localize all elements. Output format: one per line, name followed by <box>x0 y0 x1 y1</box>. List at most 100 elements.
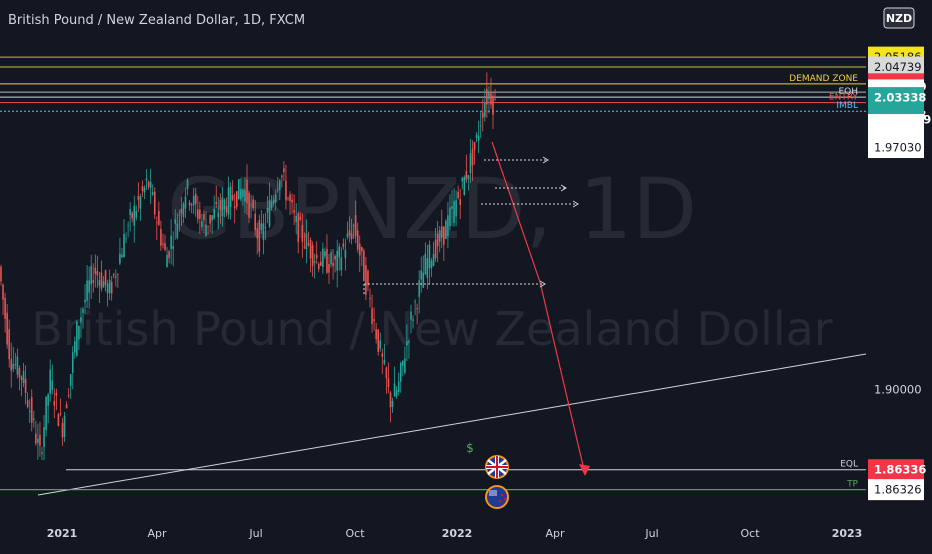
candle-body <box>346 233 349 238</box>
candle-body <box>115 276 117 278</box>
candle-body <box>158 211 160 225</box>
candle-body <box>256 228 259 239</box>
candle-body <box>276 188 279 190</box>
candle-body <box>332 262 334 267</box>
candle-body <box>106 283 109 294</box>
candle-body <box>88 280 90 293</box>
currency-badge-label: NZD <box>886 12 912 25</box>
time-tick-label: 2022 <box>442 527 473 540</box>
candle-body <box>51 380 54 390</box>
price-label-bg <box>868 87 924 109</box>
candle-body <box>139 196 142 209</box>
candle-body <box>102 281 105 288</box>
candle-body <box>291 199 293 203</box>
candle-body <box>190 204 193 206</box>
candle-body <box>219 200 222 210</box>
candle-body <box>8 329 10 360</box>
candle-body <box>186 179 189 190</box>
nz-flag-icon[interactable] <box>485 485 509 509</box>
candle-body <box>22 371 25 384</box>
candle-body <box>182 203 185 217</box>
candle-body <box>6 312 8 345</box>
candle-body <box>174 219 177 224</box>
level-label-eqh: EQH <box>838 87 858 97</box>
candle-body <box>188 202 191 206</box>
candle-body <box>80 317 82 323</box>
candle-body <box>391 401 394 408</box>
candle-body <box>90 265 92 285</box>
candle-body <box>160 229 162 246</box>
candle-body <box>424 253 427 274</box>
candle-body <box>133 205 136 226</box>
level-label-demand-zone: DEMAND ZONE <box>789 74 858 84</box>
candle-body <box>479 125 482 127</box>
time-tick-label: 2021 <box>47 527 78 540</box>
candle-body <box>4 297 6 319</box>
candle-body <box>20 376 23 381</box>
candle-body <box>395 390 398 397</box>
candles <box>0 72 496 461</box>
candle-body <box>117 274 119 276</box>
candle-body <box>203 213 205 221</box>
candle-body <box>481 112 484 118</box>
candle-body <box>418 280 420 297</box>
price-label: 1.86336 <box>874 463 926 477</box>
candle-body <box>484 102 486 117</box>
candle-body <box>235 191 238 207</box>
trendline-lower[interactable] <box>37 353 867 496</box>
candle-body <box>153 191 156 215</box>
candle-body <box>361 247 363 252</box>
candle-body <box>383 360 386 364</box>
currency-badge[interactable] <box>883 7 915 29</box>
candle-body <box>221 197 224 217</box>
candle-body <box>338 246 341 258</box>
candle-body <box>436 233 439 247</box>
candle-body <box>178 214 181 216</box>
level-label-eql: EQL <box>840 460 858 470</box>
candle-body <box>78 326 80 340</box>
candle-body <box>39 434 41 446</box>
candle-body <box>270 201 273 208</box>
candle-body <box>41 452 43 454</box>
candle-body <box>420 270 423 280</box>
candle-body <box>459 199 461 205</box>
candle-body <box>328 264 330 273</box>
candle-body <box>268 199 271 227</box>
price-axis: 2.051862.047392.039712.039702.036912.035… <box>868 46 931 501</box>
candle-body <box>422 272 425 288</box>
candle-body <box>176 223 179 239</box>
candle-body <box>67 395 70 397</box>
watermark-description: British Pound / New Zealand Dollar <box>31 302 833 356</box>
candle-body <box>71 352 74 373</box>
projection-arrow[interactable] <box>491 141 586 475</box>
candle-body <box>336 250 338 271</box>
candle-body <box>350 233 353 240</box>
candle-body <box>322 248 324 268</box>
time-tick-label: Jul <box>248 527 262 540</box>
candle-body <box>205 224 207 236</box>
candle-body <box>461 177 464 182</box>
candle-body <box>449 207 451 227</box>
gb-flag-icon[interactable] <box>485 455 509 479</box>
candle-body <box>47 394 49 406</box>
candle-body <box>141 186 144 191</box>
candle-body <box>262 223 265 240</box>
candle-body <box>486 88 488 105</box>
candle-body <box>260 223 263 231</box>
candle-body <box>156 222 158 224</box>
candle-body <box>301 225 304 242</box>
candle-body <box>184 196 187 209</box>
candle-body <box>57 414 60 427</box>
candle-body <box>451 206 453 210</box>
candle-body <box>348 230 351 236</box>
candle-body <box>490 93 492 105</box>
candle-body <box>315 254 318 259</box>
candle-body <box>367 270 369 286</box>
candle-body <box>463 177 466 195</box>
candle-body <box>254 213 256 231</box>
candle-body <box>100 272 103 289</box>
candle-body <box>94 267 97 274</box>
candle-body <box>12 363 15 369</box>
